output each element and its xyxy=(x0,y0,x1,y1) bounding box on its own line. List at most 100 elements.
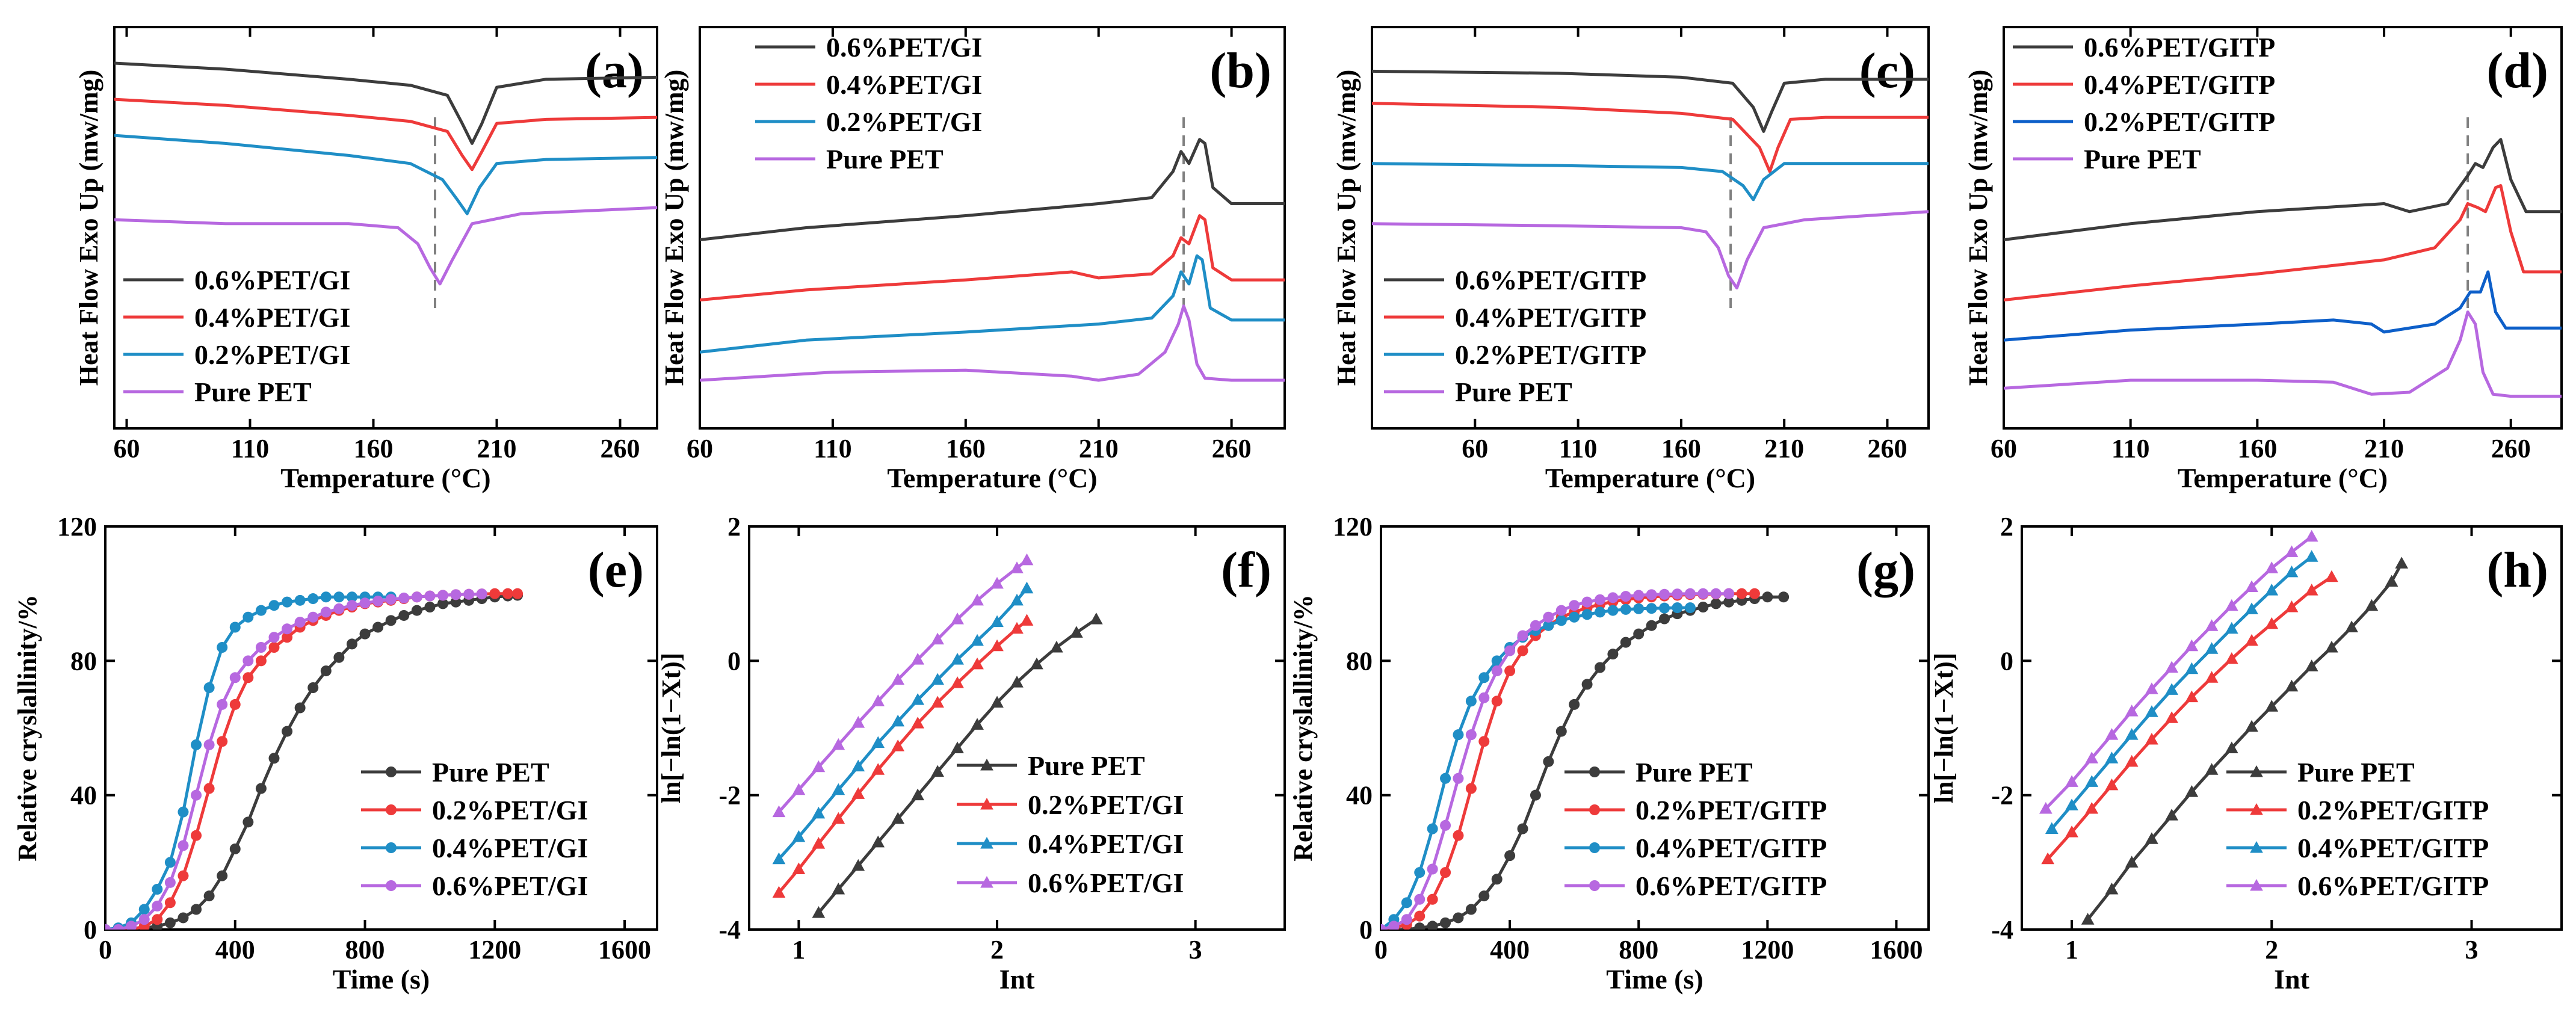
data-point xyxy=(2125,856,2139,868)
data-point xyxy=(951,612,964,625)
legend-label: 0.6%PET/GI xyxy=(432,871,588,901)
x-tick-label: 400 xyxy=(1490,935,1530,964)
data-point xyxy=(931,696,944,708)
x-tick-label: 60 xyxy=(1991,434,2017,463)
data-point xyxy=(792,783,806,795)
data-point xyxy=(320,606,332,618)
data-point xyxy=(911,693,925,705)
data-point xyxy=(1620,603,1631,615)
data-point xyxy=(990,615,1004,628)
x-tick-label: 60 xyxy=(114,434,140,463)
legend-label: Pure PET xyxy=(826,144,944,174)
data-point xyxy=(2145,832,2158,844)
data-point xyxy=(268,632,280,643)
data-point xyxy=(1010,676,1024,688)
data-point xyxy=(2365,599,2379,611)
data-point xyxy=(1427,823,1438,834)
series-line xyxy=(114,134,657,215)
x-axis-label: Time (s) xyxy=(1606,964,1703,995)
data-point xyxy=(931,673,944,685)
data-point xyxy=(1620,591,1631,602)
data-point xyxy=(164,857,176,868)
data-point xyxy=(1478,736,1490,747)
legend-marker xyxy=(980,758,993,771)
legend-label: Pure PET xyxy=(2297,757,2415,788)
y-tick-label: 80 xyxy=(1346,646,1373,676)
data-point xyxy=(1427,863,1438,875)
legend-entry: 0.2%PET/GI xyxy=(755,106,982,137)
x-tick-label: 0 xyxy=(1374,935,1388,964)
legend-entry: 0.6%PET/GI xyxy=(123,265,350,295)
data-point xyxy=(2205,642,2219,654)
data-point xyxy=(1478,890,1490,902)
data-point xyxy=(191,739,202,750)
data-point xyxy=(1646,620,1657,631)
x-tick-label: 3 xyxy=(2465,935,2479,964)
legend-label: Pure PET xyxy=(1455,377,1572,407)
data-point xyxy=(851,716,865,728)
data-point xyxy=(2165,711,2179,723)
data-point xyxy=(1414,910,1425,922)
data-point xyxy=(1491,655,1503,667)
legend-entry: 0.6%PET/GI xyxy=(755,32,982,63)
x-tick-label: 160 xyxy=(1661,434,1701,463)
x-tick-label: 800 xyxy=(345,935,385,964)
data-point xyxy=(2305,659,2318,671)
series-line xyxy=(1381,592,1731,930)
data-point xyxy=(2065,775,2078,787)
series-line xyxy=(777,558,1028,814)
data-point xyxy=(1569,611,1580,623)
legend-label: 0.2%PET/GI xyxy=(826,106,982,137)
data-point xyxy=(832,812,845,824)
data-point xyxy=(255,605,267,616)
y-tick-label: 0 xyxy=(1359,915,1373,945)
series-pure-pet xyxy=(114,206,657,286)
data-point xyxy=(1020,553,1034,566)
data-point xyxy=(2081,913,2095,925)
data-point xyxy=(1440,917,1451,928)
data-point xyxy=(411,591,422,603)
data-point xyxy=(1010,561,1024,573)
data-point xyxy=(891,714,905,727)
legend-label: 0.4%PET/GITP xyxy=(2084,69,2275,100)
x-tick-label: 160 xyxy=(354,434,394,463)
data-point xyxy=(1427,921,1438,930)
legend-marker xyxy=(386,767,397,777)
data-point xyxy=(126,921,137,930)
data-point xyxy=(1427,893,1438,905)
data-point xyxy=(2325,640,2338,653)
x-tick-label: 60 xyxy=(687,434,713,463)
data-point xyxy=(229,844,241,854)
y-tick-label: 120 xyxy=(1333,512,1373,541)
series-line xyxy=(1372,102,1929,173)
data-point xyxy=(2105,882,2119,895)
data-point xyxy=(2145,705,2158,717)
y-axis-label: Heat Flow Exo Up (mw/mg) xyxy=(1963,70,1993,386)
y-tick-label: 0 xyxy=(727,646,741,676)
data-point xyxy=(2205,671,2219,683)
legend-entry: 0.4%PET/GI xyxy=(957,828,1184,859)
legend-label: 0.6%PET/GITP xyxy=(2297,871,2489,901)
legend-label: 0.6%PET/GI xyxy=(826,32,982,63)
legend-entry: Pure PET xyxy=(2013,144,2201,174)
data-point xyxy=(203,739,215,750)
data-point xyxy=(931,765,944,777)
x-tick-label: 110 xyxy=(231,434,270,463)
legend-label: 0.4%PET/GI xyxy=(432,833,588,863)
data-point xyxy=(2245,634,2258,646)
data-point xyxy=(1555,615,1567,626)
data-point xyxy=(282,623,293,635)
data-point xyxy=(333,652,345,663)
data-point xyxy=(1090,612,1103,625)
x-tick-label: 260 xyxy=(2491,434,2531,463)
legend-marker xyxy=(2250,803,2263,815)
x-tick-label: 260 xyxy=(601,434,640,463)
data-point xyxy=(372,622,384,633)
y-axis-label: Relative cryslallinity/% xyxy=(13,594,42,862)
legend-marker xyxy=(386,804,397,815)
data-point xyxy=(282,632,293,643)
legend-entry: Pure PET xyxy=(361,757,549,788)
series-line xyxy=(2046,575,2334,861)
data-point xyxy=(2065,825,2078,837)
